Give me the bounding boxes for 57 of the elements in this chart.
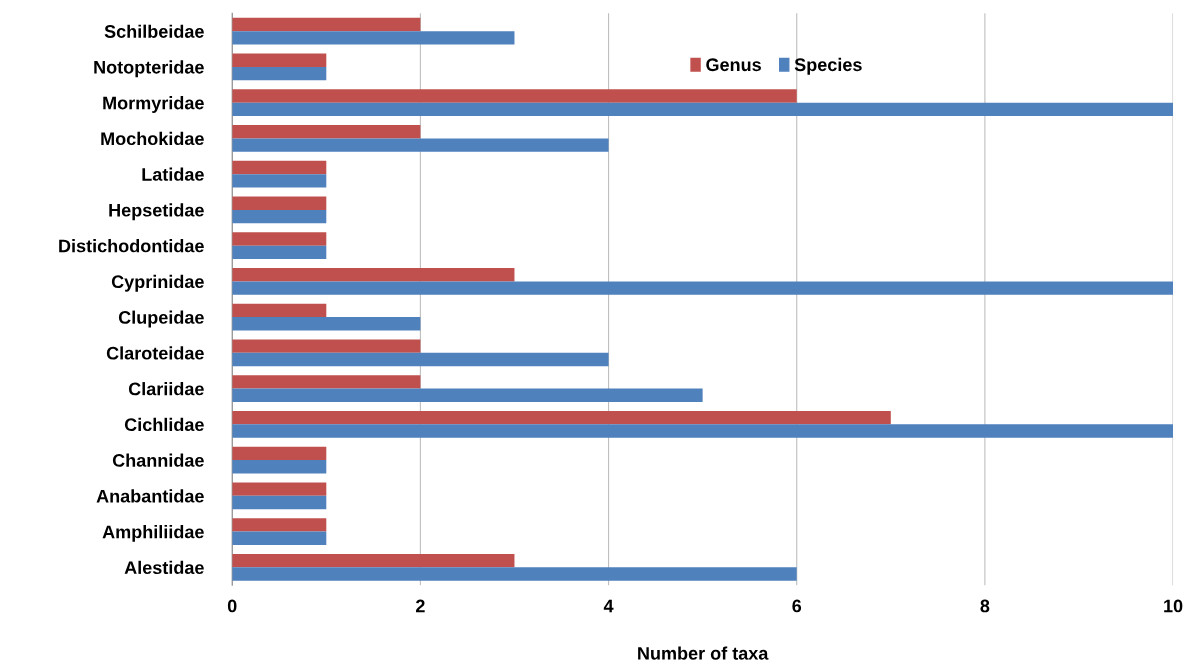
y-tick-label: Clupeidae	[118, 310, 204, 328]
bar	[232, 518, 327, 532]
x-tick-label: 0	[227, 599, 237, 613]
x-tick-label: 10	[1164, 599, 1183, 613]
y-tick-label: Mormyridae	[103, 96, 204, 113]
y-tick-label: Clariidae	[128, 382, 204, 396]
y-tick-label: Cyprinidae	[111, 274, 204, 292]
bar	[232, 125, 421, 139]
bar	[232, 339, 421, 353]
bar	[232, 174, 327, 188]
bar	[232, 375, 421, 389]
y-tick-label: Amphiliidae	[102, 525, 204, 542]
bar	[232, 424, 1174, 438]
bar	[232, 446, 327, 461]
legend-label: Species	[794, 57, 862, 75]
y-tick-label: Anabantidae	[96, 489, 204, 503]
y-tick-label: Latidae	[142, 167, 204, 181]
bar	[232, 482, 327, 496]
bar	[232, 388, 703, 403]
x-axis-title: Number of taxa	[638, 646, 769, 660]
bar	[232, 352, 609, 367]
bar	[232, 17, 421, 32]
bar	[232, 160, 327, 175]
bar	[232, 102, 1174, 117]
x-tick-label: 2	[415, 599, 425, 613]
bar	[232, 53, 327, 67]
y-tick-label: Claroteidae	[106, 346, 204, 360]
y-tick-label: Distichodontidae	[59, 239, 204, 253]
bar	[232, 303, 327, 318]
bar	[232, 567, 797, 581]
bar	[232, 317, 421, 331]
bar	[232, 196, 327, 210]
bar	[232, 460, 327, 474]
y-tick-label: Alestidae	[124, 560, 204, 575]
y-tick-label: Schilbeidae	[104, 24, 204, 38]
bar	[232, 553, 515, 568]
bar	[232, 267, 515, 282]
bar	[232, 138, 609, 152]
bar	[232, 232, 327, 246]
x-tick-label: 4	[603, 599, 614, 613]
y-tick-label: Cichlidae	[124, 417, 204, 432]
bar	[232, 209, 327, 224]
x-tick-label: 8	[980, 599, 990, 613]
bar	[232, 89, 797, 103]
y-tick-label: Channidae	[112, 453, 204, 467]
bar	[232, 281, 1174, 295]
bar	[232, 531, 327, 545]
y-tick-label: Mochokidae	[101, 131, 204, 146]
bar	[232, 66, 327, 81]
bar	[232, 31, 515, 45]
bar	[232, 410, 891, 425]
bar	[232, 495, 327, 510]
legend-label: Genus	[706, 58, 761, 72]
x-tick-label: 6	[792, 599, 802, 613]
bar	[232, 245, 327, 260]
y-tick-label: Hepsetidae	[109, 203, 204, 221]
y-tick-label: Notopteridae	[94, 60, 204, 78]
